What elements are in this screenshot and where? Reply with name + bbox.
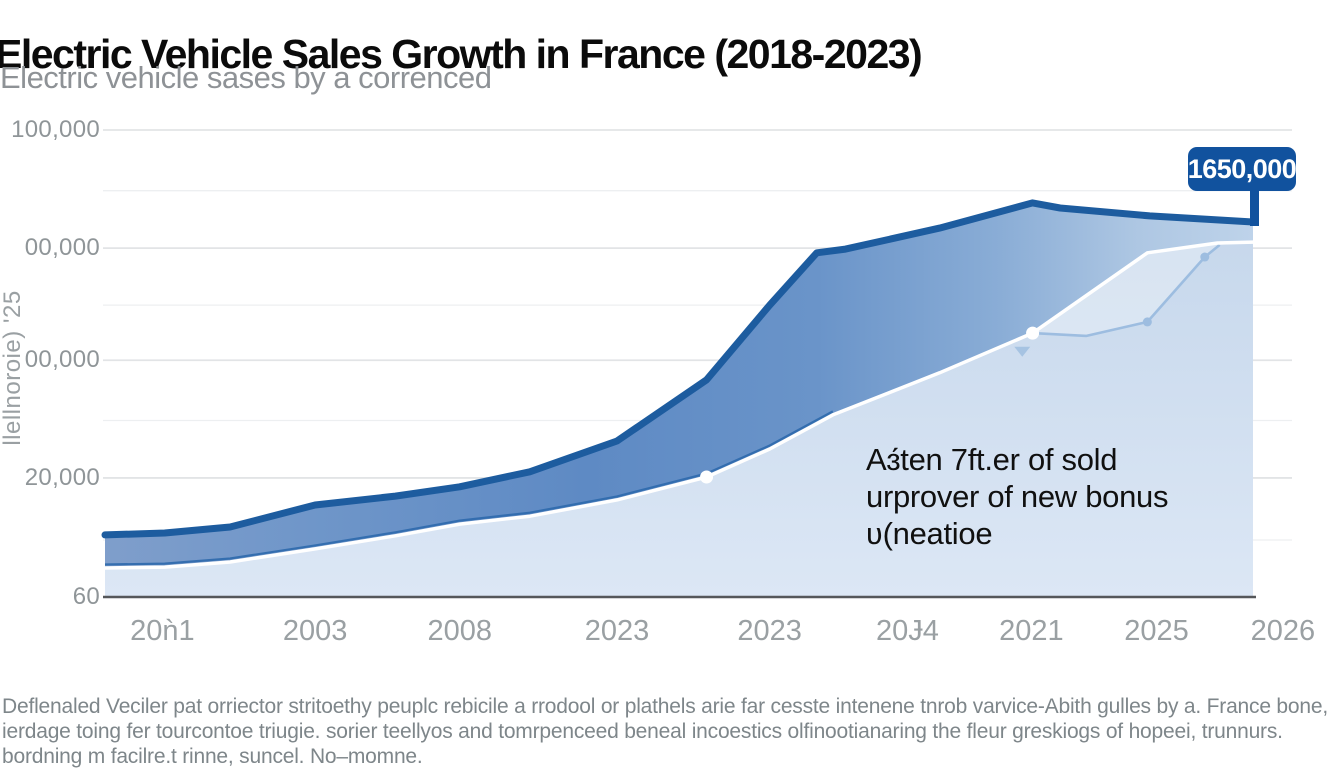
lower-series-line <box>103 240 1255 570</box>
series-point-marker <box>1026 326 1040 340</box>
band-area-fill <box>105 202 1253 568</box>
footer-line: bordning m facilre.t rinne, suncel. No–m… <box>2 745 423 768</box>
footer-caption: Deflenaled Veciler pat orriector stritoe… <box>2 694 1328 769</box>
page-subtitle: Electric vehicle sases by a correnced <box>0 60 492 95</box>
footer-line: Deflenaled Veciler pat orriector stritoe… <box>2 695 1328 718</box>
wedge-highlight <box>1032 242 1253 336</box>
footer-line: ierdage toing fer tourcontoe triugie. so… <box>2 720 1283 743</box>
annotation-line: Aɜ́ten 7ft.er of sold <box>866 442 1118 477</box>
x-tick-label: 2023 <box>737 615 802 647</box>
annotation-line: urprover of new bonus <box>866 479 1169 514</box>
x-tick-label: 2025 <box>1124 615 1189 647</box>
annotation-line: ʋ(neatioe <box>866 516 993 551</box>
page-title: Electric Vehicle Sales Growth in France … <box>0 31 923 78</box>
x-tick-label: 2003 <box>282 615 348 647</box>
triangle-artifact <box>1014 346 1031 357</box>
y-tick-label: 00,000 <box>24 234 100 262</box>
ghost-line-marker <box>1200 252 1210 262</box>
y-tick-label: 60 <box>72 583 100 610</box>
x-tick-label: 2023 <box>584 615 650 647</box>
y-tick-label: 100,000 <box>11 116 100 143</box>
x-tick-label: 2008 <box>427 615 492 647</box>
series-point-marker <box>700 470 714 484</box>
x-tick-label: 20Ɉ4 <box>875 615 939 647</box>
band-bottom-edge <box>104 410 834 566</box>
callout-badge: 1650,000 <box>1188 147 1297 191</box>
upper-series-line <box>101 199 1257 539</box>
ghost-line-marker <box>1142 317 1152 327</box>
y-tick-label: 20,000 <box>24 463 100 491</box>
x-tick-label: 2026 <box>1250 615 1316 647</box>
y-tick-label: 00,000 <box>24 346 100 374</box>
x-tick-label: 2021 <box>999 615 1064 647</box>
x-tick-label: 20ǹ1 <box>130 615 195 647</box>
callout-stem <box>1250 187 1259 226</box>
lower-area-fill <box>105 242 1253 597</box>
chart-annotation: Aɜ́ten 7ft.er of sold urprover of new bo… <box>866 441 1168 552</box>
